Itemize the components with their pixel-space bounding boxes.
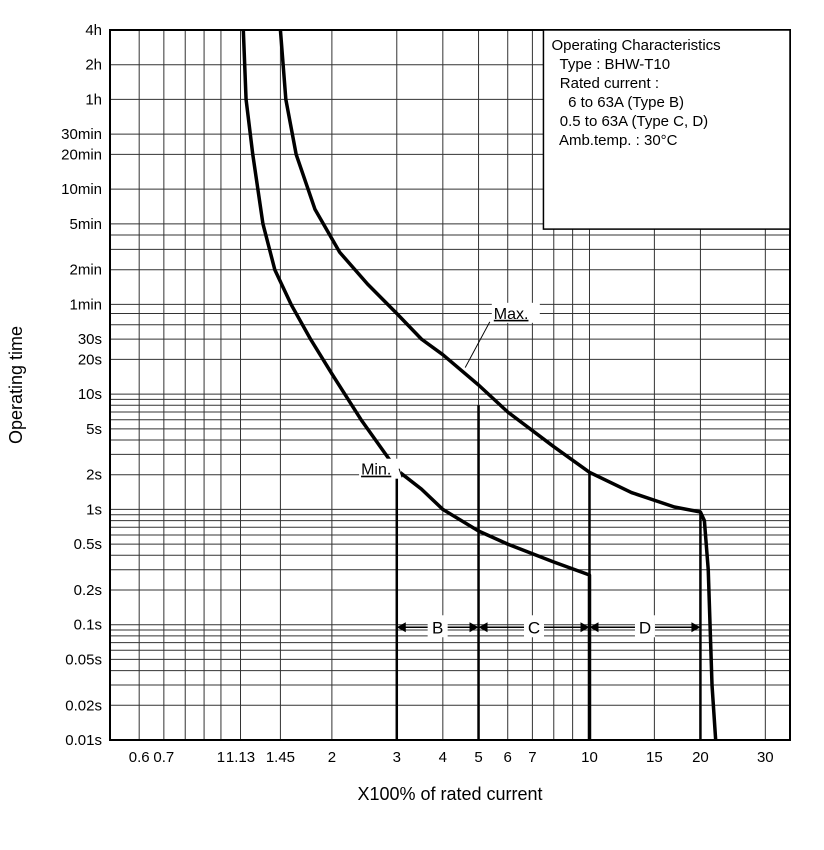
y-axis-label: Operating time	[6, 326, 26, 444]
y-tick-label: 20min	[61, 146, 102, 163]
info-box-line: 6 to 63A (Type B)	[551, 94, 684, 111]
y-tick-label: 2min	[69, 262, 102, 279]
y-tick-label: 0.5s	[74, 536, 102, 553]
y-tick-label: 30min	[61, 126, 102, 143]
x-tick-label: 1	[217, 749, 225, 766]
x-tick-label: 5	[474, 749, 482, 766]
x-tick-label: 3	[393, 749, 401, 766]
info-box-line: Operating Characteristics	[551, 37, 720, 54]
y-tick-label: 20s	[78, 351, 102, 368]
x-tick-label: 6	[504, 749, 512, 766]
y-tick-label: 30s	[78, 331, 102, 348]
info-box-line: Amb.temp. : 30°C	[551, 132, 677, 149]
zone-label: C	[528, 618, 540, 637]
y-tick-label: 1h	[85, 91, 102, 108]
curve-min-label: Min.	[359, 459, 402, 479]
y-tick-label: 4h	[85, 22, 102, 39]
x-axis-label: X100% of rated current	[357, 784, 542, 804]
y-tick-label: 10min	[61, 181, 102, 198]
x-tick-label: 10	[581, 749, 598, 766]
y-tick-label: 0.01s	[65, 732, 102, 749]
y-tick-label: 2s	[86, 467, 102, 484]
y-tick-label: 1s	[86, 501, 102, 518]
x-tick-label: 4	[439, 749, 447, 766]
y-tick-label: 5s	[86, 421, 102, 438]
max-label-text: Max.	[494, 306, 529, 323]
min-label-text: Min.	[361, 462, 391, 479]
x-tick-label: 20	[692, 749, 709, 766]
x-tick-label: 1.13	[226, 749, 255, 766]
x-tick-label: 0.6	[129, 749, 150, 766]
x-tick-label: 0.7	[153, 749, 174, 766]
x-tick-label: 15	[646, 749, 663, 766]
x-tick-label: 2	[328, 749, 336, 766]
y-tick-label: 1min	[69, 296, 102, 313]
zone-label: D	[639, 618, 651, 637]
x-tick-label: 1.45	[266, 749, 295, 766]
y-tick-label: 2h	[85, 57, 102, 74]
y-tick-label: 0.1s	[74, 617, 102, 634]
x-tick-label: 7	[528, 749, 536, 766]
y-tick-label: 0.2s	[74, 582, 102, 599]
zone-label: B	[432, 618, 443, 637]
y-tick-label: 5min	[69, 216, 102, 233]
info-box-line: Rated current :	[551, 75, 659, 92]
y-tick-label: 0.05s	[65, 651, 102, 668]
info-box-line: 0.5 to 63A (Type C, D)	[551, 113, 708, 130]
y-tick-label: 10s	[78, 386, 102, 403]
y-tick-label: 0.02s	[65, 697, 102, 714]
trip-curve-chart: B C D Max. Min. Operating Characteristics Typ…	[0, 0, 824, 850]
x-tick-label: 30	[757, 749, 774, 766]
info-box-line: Type : BHW-T10	[551, 56, 670, 73]
